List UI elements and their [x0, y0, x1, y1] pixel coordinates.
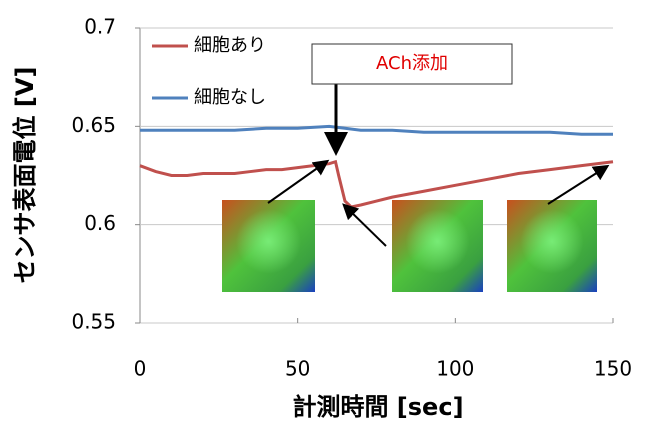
x-axis-title: 計測時間 [sec] — [292, 393, 463, 421]
x-tick-label: 150 — [594, 357, 632, 381]
thumbnails — [222, 200, 597, 292]
x-tick-label: 0 — [134, 357, 147, 381]
legend-label: 細胞なし — [194, 87, 266, 108]
arrow — [548, 167, 606, 204]
series-line — [140, 126, 613, 134]
y-tick-label: 0.6 — [84, 211, 116, 235]
annotation: ACh添加 — [376, 53, 448, 74]
arrow — [345, 206, 386, 246]
page: {"chart_data": {"type": "line", "xlabel"… — [0, 0, 645, 429]
x-tick-label: 100 — [436, 357, 474, 381]
thumbnail-spot — [507, 200, 597, 292]
x-tick-label: 50 — [285, 357, 310, 381]
y-tick-label: 0.7 — [84, 15, 116, 39]
chart: 0.55 0.6 0.65 0.7 0 50 100 150 細胞あり細胞なし ACh添加 計… — [0, 0, 645, 429]
y-tick-label: 0.55 — [71, 310, 116, 334]
legend-label: 細胞あり — [194, 35, 266, 56]
thumbnail-spot — [222, 200, 315, 292]
thumbnail-spot — [392, 200, 483, 292]
y-axis-title: センサ表面電位 [V] — [11, 67, 39, 284]
y-tick-label: 0.65 — [71, 113, 116, 137]
